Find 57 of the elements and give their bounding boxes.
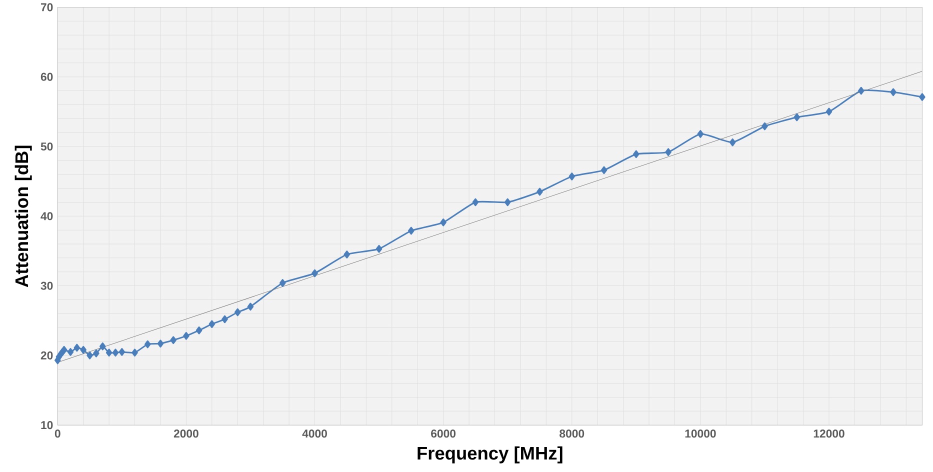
x-axis-title: Frequency [MHz]: [418, 446, 562, 464]
point: [408, 226, 414, 235]
point: [60, 346, 68, 354]
point: [826, 108, 832, 116]
point: [279, 279, 286, 287]
y-tick-label: 20: [40, 351, 53, 360]
point: [890, 88, 896, 96]
point: [858, 86, 864, 95]
y-tick-label: 40: [40, 212, 53, 220]
point: [600, 166, 608, 174]
point: [344, 250, 350, 258]
x-tick-label: 10000: [685, 430, 716, 438]
x-tick-label: 0: [54, 430, 60, 438]
point: [170, 336, 176, 344]
point: [729, 138, 736, 146]
point: [919, 93, 926, 102]
x-tick-label: 12000: [814, 430, 844, 438]
point: [112, 348, 119, 357]
x-tick-label: 6000: [431, 430, 456, 438]
point: [697, 130, 704, 138]
point: [794, 113, 800, 122]
y-tick-label: 70: [40, 3, 53, 12]
point: [93, 349, 100, 358]
point: [247, 302, 254, 311]
point: [665, 148, 672, 156]
y-tick-label: 10: [41, 421, 53, 430]
point: [100, 342, 106, 350]
point: [183, 332, 190, 340]
x-tick-label: 2000: [174, 430, 198, 438]
point: [472, 198, 479, 206]
point: [376, 244, 382, 253]
point: [86, 352, 93, 360]
point: [80, 346, 86, 354]
y-tick-label: 60: [40, 72, 53, 81]
x-tick-label: 4000: [302, 430, 327, 438]
y-tick-label: 30: [40, 282, 53, 290]
x-tick-label: 8000: [560, 430, 584, 438]
point: [222, 315, 228, 324]
point: [196, 326, 202, 334]
y-tick-label: 50: [40, 142, 53, 151]
point: [234, 308, 241, 316]
point: [118, 348, 126, 356]
point: [312, 269, 318, 278]
y-axis-title: Attenuation [dB]: [14, 146, 32, 288]
point: [157, 340, 164, 348]
point: [74, 344, 80, 352]
point: [106, 348, 112, 357]
point: [504, 198, 511, 206]
point: [144, 340, 151, 348]
point: [568, 172, 576, 180]
point: [67, 348, 74, 356]
point: [208, 320, 216, 328]
point: [633, 150, 640, 158]
point: [132, 348, 138, 357]
point: [762, 122, 768, 130]
point: [440, 218, 446, 226]
point: [536, 188, 543, 196]
